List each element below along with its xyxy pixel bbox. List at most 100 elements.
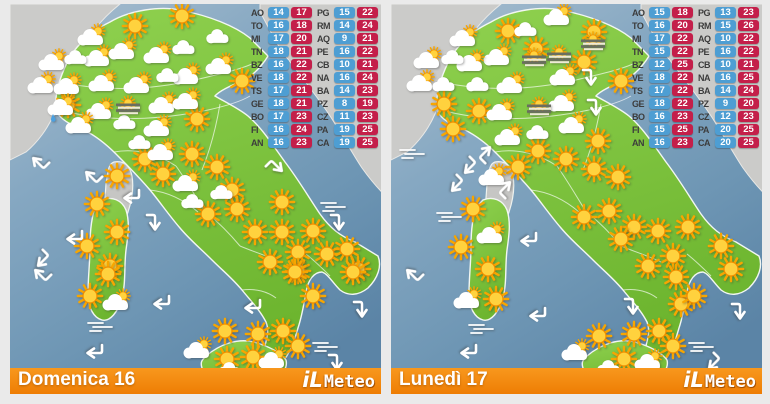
max-temp-badge: 26 — [738, 20, 759, 31]
min-temp-badge: 10 — [715, 33, 736, 44]
min-temp-badge: 17 — [268, 85, 289, 96]
max-temp-badge: 22 — [672, 33, 693, 44]
min-temp-badge: 9 — [334, 33, 355, 44]
min-temp-badge: 16 — [715, 46, 736, 57]
min-temp-badge: 12 — [649, 59, 670, 70]
sun-icon — [82, 189, 112, 219]
max-temp-badge: 21 — [357, 59, 378, 70]
logo-meteo: Meteo — [323, 372, 375, 392]
max-temp-badge: 17 — [291, 7, 312, 18]
arrow-icon — [64, 226, 86, 248]
temp-row: FI 16 24 PA 19 25 — [251, 124, 378, 135]
temp-row: AO 14 17 PG 15 22 — [251, 7, 378, 18]
temp-row: VE 18 22 NA 16 24 — [251, 72, 378, 83]
arrow-icon — [727, 300, 749, 322]
cloud-icon — [171, 34, 197, 60]
min-temp-badge: 12 — [715, 111, 736, 122]
city-code: BZ — [632, 59, 644, 70]
min-temp-badge: 16 — [268, 124, 289, 135]
max-temp-badge: 22 — [738, 33, 759, 44]
city-code: AO — [251, 7, 264, 18]
temp-row: FI 15 25 PA 20 25 — [632, 124, 759, 135]
city-code: PZ — [317, 98, 328, 109]
min-temp-badge: 14 — [334, 85, 355, 96]
sun-icon — [481, 284, 511, 314]
temp-row: VE 18 22 NA 16 25 — [632, 72, 759, 83]
temp-row: AO 15 18 PG 13 23 — [632, 7, 759, 18]
max-temp-badge: 22 — [357, 46, 378, 57]
min-temp-badge: 16 — [268, 137, 289, 148]
city-code: FI — [251, 124, 259, 135]
city-code: FI — [632, 124, 640, 135]
max-temp-badge: 23 — [291, 111, 312, 122]
city-code: TN — [632, 46, 644, 57]
max-temp-badge: 18 — [291, 20, 312, 31]
fog-icon — [520, 43, 548, 71]
city-code: AN — [632, 137, 645, 148]
city-code: BA — [317, 85, 330, 96]
city-code: NA — [698, 72, 711, 83]
arrow-icon — [259, 151, 290, 182]
min-temp-badge: 16 — [334, 46, 355, 57]
cloud-icon — [513, 16, 539, 42]
arrow-icon — [578, 66, 600, 88]
min-temp-badge: 15 — [715, 20, 736, 31]
max-temp-badge: 25 — [357, 124, 378, 135]
max-temp-badge: 22 — [738, 46, 759, 57]
max-temp-badge: 25 — [672, 59, 693, 70]
city-code: BA — [698, 85, 711, 96]
max-temp-badge: 22 — [672, 72, 693, 83]
sun-icon — [679, 281, 709, 311]
min-temp-badge: 10 — [334, 59, 355, 70]
city-code: CB — [317, 59, 330, 70]
city-code: MI — [632, 33, 642, 44]
arrow-icon — [151, 291, 173, 313]
min-temp-badge: 16 — [649, 111, 670, 122]
city-code: AO — [632, 7, 645, 18]
max-temp-badge: 24 — [738, 85, 759, 96]
fog-icon — [579, 27, 607, 55]
sun-icon — [551, 144, 581, 174]
city-code: TN — [251, 46, 263, 57]
sunrain-icon — [45, 91, 79, 125]
city-code: RM — [698, 20, 712, 31]
arrow-icon — [84, 340, 106, 362]
sun-icon — [338, 257, 368, 287]
min-temp-badge: 14 — [334, 20, 355, 31]
city-code: PA — [698, 124, 709, 135]
logo-il: iL — [302, 368, 323, 392]
min-temp-badge: 16 — [649, 20, 670, 31]
temp-row: BO 17 23 CZ 11 23 — [251, 111, 378, 122]
streak-icon — [436, 204, 462, 230]
max-temp-badge: 23 — [357, 111, 378, 122]
min-temp-badge: 18 — [268, 98, 289, 109]
max-temp-badge: 22 — [357, 7, 378, 18]
city-code: TO — [632, 20, 644, 31]
city-code: PE — [317, 46, 329, 57]
city-code: VE — [251, 72, 263, 83]
min-temp-badge: 15 — [334, 7, 355, 18]
max-temp-badge: 21 — [357, 33, 378, 44]
max-temp-badge: 24 — [357, 72, 378, 83]
temp-row: GE 18 21 PZ 8 19 — [251, 98, 378, 109]
city-code: VE — [632, 72, 644, 83]
min-temp-badge: 16 — [715, 72, 736, 83]
temp-row: TN 15 22 PE 16 22 — [632, 46, 759, 57]
streak-icon — [468, 316, 494, 342]
max-temp-badge: 22 — [291, 72, 312, 83]
min-temp-badge: 19 — [334, 124, 355, 135]
city-code: CZ — [317, 111, 329, 122]
min-temp-badge: 17 — [649, 85, 670, 96]
arrow-icon — [242, 295, 264, 317]
city-code: RM — [317, 20, 331, 31]
temp-row: TN 18 21 PE 16 22 — [251, 46, 378, 57]
temp-row: TO 16 20 RM 15 26 — [632, 20, 759, 31]
sun-icon — [446, 232, 476, 262]
sun-icon — [603, 162, 633, 192]
arrow-icon — [349, 298, 371, 320]
max-temp-badge: 23 — [738, 111, 759, 122]
min-temp-badge: 18 — [268, 72, 289, 83]
temp-row: BZ 16 22 CB 10 21 — [251, 59, 378, 70]
min-temp-badge: 19 — [334, 137, 355, 148]
min-temp-badge: 20 — [715, 137, 736, 148]
